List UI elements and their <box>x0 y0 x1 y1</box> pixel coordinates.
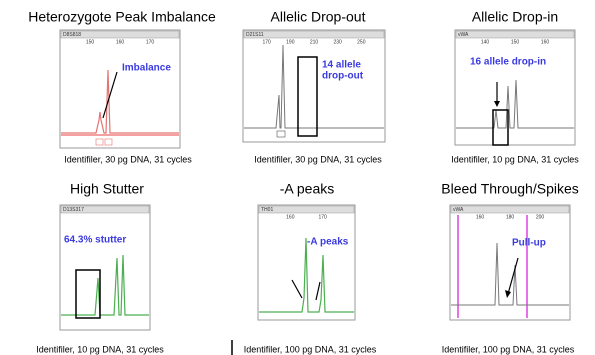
figure: Heterozygote Peak Imbalance D8S818 150 160 1… <box>0 0 595 355</box>
annotation: 64.3% stutter <box>64 235 126 246</box>
caption: Identifiler, 10 pg DNA, 31 cycles <box>36 344 164 354</box>
annotation: 16 allele drop-in <box>470 57 546 68</box>
caption: Identifiler, 30 pg DNA, 31 cycles <box>64 154 192 164</box>
tick-label: 210 <box>310 39 319 45</box>
annotation: -A peaks <box>307 237 349 248</box>
tick-label: 140 <box>481 39 490 45</box>
panel-title: -A peaks <box>280 181 334 197</box>
tick-label: 150 <box>86 39 95 45</box>
annotation: Pull-up <box>512 238 546 249</box>
tick-label: 180 <box>506 214 515 220</box>
tick-label: 170 <box>146 39 155 45</box>
header-bar <box>456 31 574 38</box>
tick-label: 160 <box>541 39 550 45</box>
annotation: Imbalance <box>122 63 171 74</box>
tick-label: 200 <box>536 214 545 220</box>
trace <box>450 205 570 320</box>
marker-name: D8S818 <box>63 32 81 38</box>
trace <box>258 205 355 320</box>
panel-title: Heterozygote Peak Imbalance <box>28 9 216 25</box>
marker-name: vWA <box>453 207 464 213</box>
trace <box>60 30 180 148</box>
caption: Identifiler, 30 pg DNA, 31 cycles <box>254 154 382 164</box>
caption: Identifiler, 10 pg DNA, 31 cycles <box>451 154 579 164</box>
marker-name: D13S317 <box>63 207 84 213</box>
panel-title: High Stutter <box>70 181 144 197</box>
caption: Identifiler, 100 pg DNA, 31 cycles <box>244 344 377 354</box>
marker-name: D21S11 <box>246 32 264 38</box>
header-bar <box>244 31 384 38</box>
marker-name: vWA <box>458 32 469 38</box>
tick-label: 250 <box>357 39 366 45</box>
panel-title: Allelic Drop-in <box>472 9 558 25</box>
tick-label: 160 <box>286 214 295 220</box>
tick-label: 150 <box>511 39 520 45</box>
annotation: drop-out <box>322 71 364 82</box>
tick-label: 160 <box>116 39 125 45</box>
tick-label: 170 <box>262 39 271 45</box>
header-bar <box>259 206 354 213</box>
caption: Identifiler, 100 pg DNA, 31 cycles <box>442 344 575 354</box>
trace <box>60 205 150 330</box>
marker-name: TH01 <box>261 207 273 213</box>
trace <box>243 30 385 142</box>
annotation: 14 allele <box>322 60 361 71</box>
panel-title: Bleed Through/Spikes <box>441 181 579 197</box>
tick-label: 190 <box>286 39 295 45</box>
panel-title: Allelic Drop-out <box>271 9 366 25</box>
tick-label: 170 <box>318 214 327 220</box>
tick-label: 230 <box>333 39 342 45</box>
tick-label: 160 <box>476 214 485 220</box>
trace <box>455 30 575 145</box>
header-bar <box>451 206 569 213</box>
